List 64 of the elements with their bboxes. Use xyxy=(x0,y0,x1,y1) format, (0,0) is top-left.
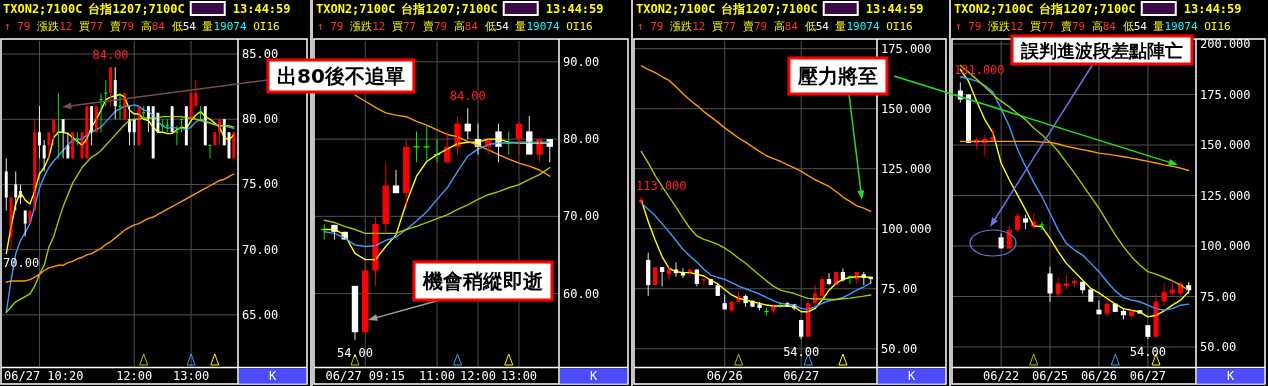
x-tick-label: 06/25 xyxy=(1031,369,1069,383)
y-tick-label: 50.00 xyxy=(881,341,918,356)
candlestick xyxy=(833,271,839,286)
y-tick-label: 80.00 xyxy=(563,132,600,147)
y-tick-label: 70.00 xyxy=(242,242,279,257)
y-tick-label: 150.000 xyxy=(881,101,932,116)
x-tick-label: 06/26 xyxy=(706,369,743,383)
y-tick-label: 175.000 xyxy=(881,41,932,56)
x-tick-label: 06/22 xyxy=(983,369,1020,383)
x-tick-label: 13:00 xyxy=(173,369,210,383)
y-tick-label: 60.00 xyxy=(563,286,600,301)
y-tick-label: 100.000 xyxy=(881,221,932,236)
text: K xyxy=(1226,369,1235,383)
candlestick xyxy=(1063,274,1069,290)
y-tick-label: 150.000 xyxy=(1200,138,1251,153)
annotation: 54.00 xyxy=(1129,344,1166,359)
y-tick-label: 125.000 xyxy=(881,161,932,176)
x-tick-label: 06/26 xyxy=(1080,369,1118,383)
candlestick xyxy=(757,301,762,311)
y-tick-label: 75.00 xyxy=(1200,289,1237,304)
y-tick-label: 100.000 xyxy=(1200,239,1251,254)
text: ↑ 79 漲跌12 買77 賣79 高84 低54 量19074 OI16 xyxy=(4,20,280,33)
text: ↑ 79 漲跌12 買77 賣79 高84 低54 量19074 OI16 xyxy=(637,20,913,33)
annotation: 54.00 xyxy=(336,345,374,360)
x-tick-label: 06/27 09:15 xyxy=(325,369,405,383)
x-tick-label: 06/27 10:20 xyxy=(4,369,84,383)
x-tick-label: 11:00 xyxy=(418,369,456,383)
y-tick-label: 70.00 xyxy=(563,209,600,224)
y-tick-label: 75.00 xyxy=(242,177,279,192)
text: ↑ 79 漲跌12 買77 賣79 高84 低54 量19074 OI16 xyxy=(955,20,1231,33)
y-tick-label: 90.00 xyxy=(563,54,600,69)
chart-title: TXON2;7100C 台指1207;7100C 13:44:59 xyxy=(316,2,604,16)
candlestick xyxy=(1023,214,1029,230)
y-tick-label: 65.00 xyxy=(242,307,279,322)
x-tick-label: 06/27 xyxy=(1129,369,1166,383)
chart-title: TXON2;7100C 台指1207;7100C 13:44:59 xyxy=(636,2,924,16)
y-tick-label: 85.00 xyxy=(242,47,279,62)
text: K xyxy=(907,369,916,383)
line-series xyxy=(5,173,235,283)
text: K xyxy=(589,369,598,383)
y-tick-label: 200.000 xyxy=(1200,37,1251,52)
text: ↑ 79 漲跌12 買77 賣79 高84 低54 量19074 OI16 xyxy=(317,20,593,33)
y-tick-label: 80.00 xyxy=(242,112,279,127)
annotation: 誤判進波段差點陣亡 xyxy=(1020,40,1183,61)
text: K xyxy=(268,369,277,383)
annotation: 機會稍縱即逝 xyxy=(422,269,543,293)
annotation: 壓力將至 xyxy=(797,64,878,88)
line-series xyxy=(5,93,235,255)
chart-title: TXON2;7100C 台指1207;7100C 13:44:59 xyxy=(3,2,291,16)
annotation: 54.00 xyxy=(783,345,820,360)
y-tick-label: 75.00 xyxy=(881,281,918,296)
annotation: 84.00 xyxy=(449,89,486,104)
x-tick-label: 06/27 xyxy=(783,369,820,383)
annotation: 出80後不追單 xyxy=(277,64,405,88)
annotation: 84.00 xyxy=(92,48,129,63)
candlestick xyxy=(1039,221,1045,231)
y-tick-label: 175.000 xyxy=(1200,87,1251,102)
y-tick-label: 50.00 xyxy=(1200,340,1237,354)
x-tick-label: 12:00 xyxy=(116,369,153,383)
x-tick-label: 12:00 xyxy=(459,369,497,383)
line-series xyxy=(323,166,551,235)
chart-title: TXON2;7100C 台指1207;7100C 13:44:59 xyxy=(954,2,1242,16)
x-tick-label: 13:00 xyxy=(500,369,538,383)
y-tick-label: 125.000 xyxy=(1200,188,1251,203)
